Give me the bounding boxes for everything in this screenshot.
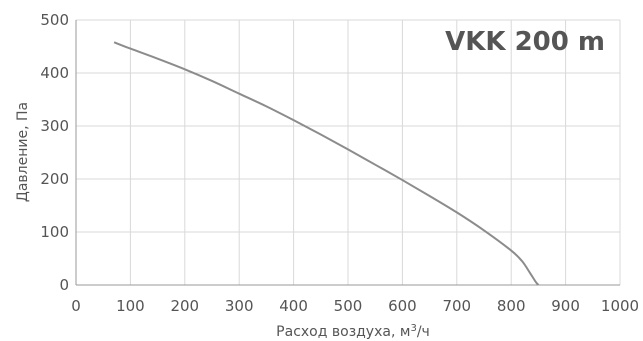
y-axis-label: Давление, Па: [15, 102, 31, 202]
tick-labels: 0 100 200 300 400 500 600 700 800 900 1000 0 100 200 3…: [40, 11, 639, 315]
y-tick-label: 300: [40, 117, 69, 135]
x-tick-label: 200: [170, 297, 199, 315]
x-tick-label: 600: [388, 297, 417, 315]
grid: [76, 19, 621, 285]
x-tick-label: 700: [442, 297, 471, 315]
x-axis-label: Расход воздуха, м3/ч: [276, 323, 430, 341]
y-tick-label: 100: [40, 223, 69, 241]
x-tick-label: 900: [551, 297, 580, 315]
y-tick-label: 400: [40, 64, 69, 82]
axes: [75, 20, 620, 286]
x-tick-label: 0: [71, 297, 81, 315]
x-tick-label: 400: [279, 297, 308, 315]
y-tick-label: 0: [59, 276, 69, 294]
x-tick-label: 800: [497, 297, 526, 315]
x-axis-label-sup: 3: [410, 323, 416, 334]
series: [113, 41, 540, 286]
x-axis-label-main: Расход воздуха, м: [276, 324, 410, 340]
y-tick-label: 200: [40, 170, 69, 188]
x-axis-label-tail: /ч: [417, 324, 430, 340]
chart-title: VKK 200 m: [445, 27, 605, 57]
y-tick-label: 500: [40, 11, 69, 29]
x-tick-label: 300: [225, 297, 254, 315]
x-tick-label: 100: [116, 297, 145, 315]
x-tick-label: 500: [334, 297, 363, 315]
pressure-curve: [113, 41, 540, 286]
x-tick-label: 1000: [601, 297, 639, 315]
